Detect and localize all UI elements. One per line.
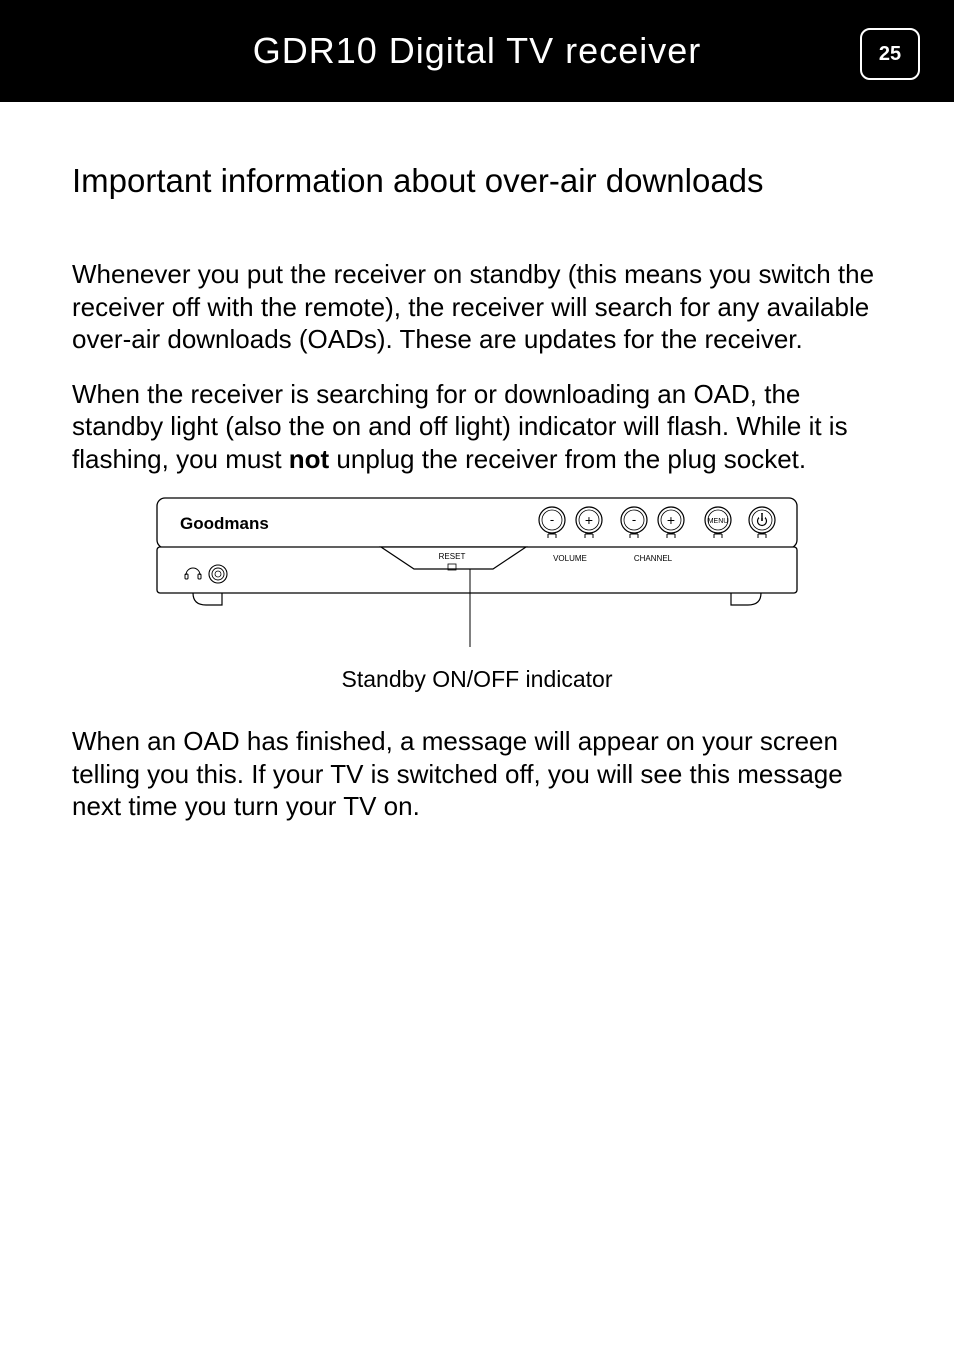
device-svg: Goodmans - + (156, 497, 798, 657)
device-left-foot (193, 593, 222, 605)
page-number-badge: 25 (860, 28, 920, 80)
svg-text:-: - (550, 512, 554, 527)
device-right-foot (731, 593, 761, 605)
reset-label: RESET (439, 552, 466, 561)
paragraph-2: When the receiver is searching for or do… (72, 378, 882, 476)
device-diagram: Goodmans - + (156, 497, 798, 693)
page-header: GDR10 Digital TV receiver 25 (0, 0, 954, 102)
section-heading: Important information about over-air dow… (72, 162, 882, 200)
svg-text:-: - (632, 512, 636, 527)
paragraph-2-b: unplug the receiver from the plug socket… (329, 444, 806, 474)
header-title: GDR10 Digital TV receiver (253, 30, 701, 72)
channel-label: CHANNEL (634, 554, 673, 563)
svg-text:+: + (585, 512, 593, 528)
paragraph-3: When an OAD has finished, a message will… (72, 725, 882, 823)
volume-label: VOLUME (553, 554, 587, 563)
brand-label: Goodmans (180, 514, 269, 533)
svg-text:+: + (667, 512, 675, 528)
svg-text:MENU: MENU (708, 518, 729, 525)
page-content: Important information about over-air dow… (0, 102, 954, 823)
paragraph-2-bold: not (289, 444, 329, 474)
diagram-caption: Standby ON/OFF indicator (156, 666, 798, 693)
paragraph-1: Whenever you put the receiver on standby… (72, 258, 882, 356)
